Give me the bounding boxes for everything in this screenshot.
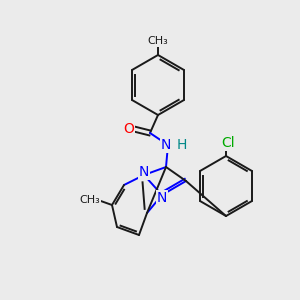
Text: N: N	[161, 138, 171, 152]
Text: Cl: Cl	[221, 136, 235, 150]
Text: H: H	[177, 138, 187, 152]
Text: N: N	[139, 165, 149, 179]
Text: CH₃: CH₃	[80, 195, 100, 205]
Text: O: O	[124, 122, 134, 136]
Text: N: N	[157, 191, 167, 205]
Text: CH₃: CH₃	[148, 36, 168, 46]
